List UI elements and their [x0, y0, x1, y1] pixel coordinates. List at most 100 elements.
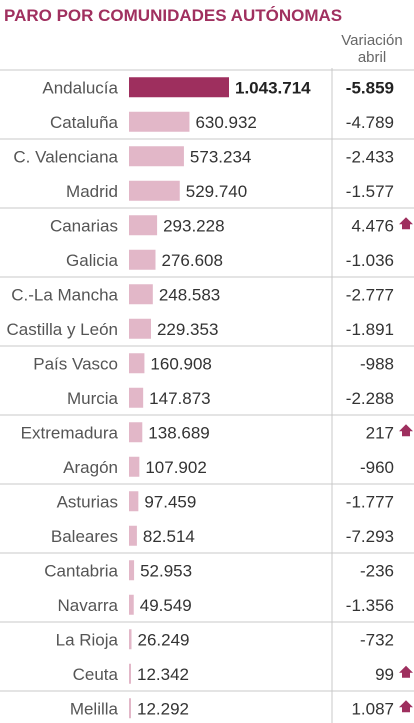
row-navarra: Navarra 49.549 -1.356 — [58, 594, 394, 615]
value-label-melilla: 12.292 — [137, 699, 189, 718]
category-label-cantabria: Cantabria — [44, 561, 118, 580]
row-ceuta: Ceuta 12.342 99 — [73, 663, 413, 684]
value-label-navarra: 49.549 — [140, 596, 192, 615]
value-label-andalucia: 1.043.714 — [235, 78, 311, 97]
bar-galicia — [129, 249, 156, 270]
value-label-canarias: 293.228 — [163, 216, 224, 235]
row-canarias: Canarias 293.228 4.476 — [50, 215, 413, 236]
row-andalucia: Andalucía 1.043.714 -5.859 — [42, 77, 394, 98]
variation-label-castilla-y-leon: -1.891 — [346, 320, 394, 339]
category-label-murcia: Murcia — [67, 389, 119, 408]
variation-label-extremadura: 217 — [366, 423, 394, 442]
bar-canarias — [129, 215, 158, 236]
up-arrow-icon — [399, 217, 413, 230]
row-extremadura: Extremadura 138.689 217 — [21, 422, 413, 443]
variation-header: Variación abril — [334, 32, 410, 66]
variation-label-murcia: -2.288 — [346, 389, 394, 408]
variation-label-c-la-mancha: -2.777 — [346, 285, 394, 304]
variation-label-asturias: -1.777 — [346, 492, 394, 511]
row-asturias: Asturias 97.459 -1.777 — [57, 491, 394, 512]
category-label-andalucia: Andalucía — [42, 78, 118, 97]
value-label-madrid: 529.740 — [186, 182, 247, 201]
bar-cataluna — [129, 111, 190, 132]
bar-melilla — [129, 698, 131, 719]
row-baleares: Baleares 82.514 -7.293 — [51, 525, 394, 546]
category-label-madrid: Madrid — [66, 182, 118, 201]
row-pais-vasco: País Vasco 160.908 -988 — [33, 353, 394, 374]
value-label-aragon: 107.902 — [145, 458, 206, 477]
row-melilla: Melilla 12.292 1.087 — [70, 698, 413, 719]
category-label-cataluna: Cataluña — [50, 113, 119, 132]
variation-label-canarias: 4.476 — [351, 216, 394, 235]
value-label-c-valenciana: 573.234 — [190, 147, 251, 166]
category-label-pais-vasco: País Vasco — [33, 354, 118, 373]
category-label-canarias: Canarias — [50, 216, 118, 235]
row-aragon: Aragón 107.902 -960 — [63, 456, 394, 477]
variation-label-la-rioja: -732 — [360, 630, 394, 649]
variation-label-aragon: -960 — [360, 458, 394, 477]
bar-navarra — [129, 594, 134, 615]
variation-label-cantabria: -236 — [360, 561, 394, 580]
variation-label-navarra: -1.356 — [346, 596, 394, 615]
row-madrid: Madrid 529.740 -1.577 — [66, 180, 394, 201]
bar-c-valenciana — [129, 146, 184, 167]
category-label-extremadura: Extremadura — [21, 423, 119, 442]
variation-label-ceuta: 99 — [375, 665, 394, 684]
variation-label-c-valenciana: -2.433 — [346, 147, 394, 166]
variation-label-pais-vasco: -988 — [360, 354, 394, 373]
category-label-melilla: Melilla — [70, 699, 119, 718]
category-label-c-valenciana: C. Valenciana — [13, 147, 118, 166]
value-label-pais-vasco: 160.908 — [150, 354, 211, 373]
bar-extremadura — [129, 422, 143, 443]
row-castilla-y-leon: Castilla y León 229.353 -1.891 — [6, 318, 394, 339]
row-cataluna: Cataluña 630.932 -4.789 — [50, 111, 394, 132]
value-label-extremadura: 138.689 — [148, 423, 209, 442]
category-label-aragon: Aragón — [63, 458, 118, 477]
variation-label-cataluna: -4.789 — [346, 113, 394, 132]
bar-asturias — [129, 491, 139, 512]
bar-ceuta — [129, 663, 131, 684]
variation-header-line2: abril — [357, 49, 387, 66]
value-label-cantabria: 52.953 — [140, 561, 192, 580]
bar-la-rioja — [129, 629, 132, 650]
row-galicia: Galicia 276.608 -1.036 — [66, 249, 394, 270]
value-label-castilla-y-leon: 229.353 — [157, 320, 218, 339]
up-arrow-icon — [399, 700, 413, 713]
row-c-valenciana: C. Valenciana 573.234 -2.433 — [13, 146, 394, 167]
category-label-ceuta: Ceuta — [73, 665, 119, 684]
value-label-galicia: 276.608 — [162, 251, 223, 270]
value-label-cataluna: 630.932 — [195, 113, 256, 132]
value-label-murcia: 147.873 — [149, 389, 210, 408]
value-label-ceuta: 12.342 — [137, 665, 189, 684]
row-c-la-mancha: C.-La Mancha 248.583 -2.777 — [11, 284, 394, 305]
category-label-navarra: Navarra — [58, 596, 119, 615]
bar-c-la-mancha — [129, 284, 153, 305]
bar-andalucia — [129, 77, 229, 98]
bar-madrid — [129, 180, 180, 201]
category-label-baleares: Baleares — [51, 527, 118, 546]
variation-label-galicia: -1.036 — [346, 251, 394, 270]
category-label-galicia: Galicia — [66, 251, 119, 270]
bar-pais-vasco — [129, 353, 145, 374]
bar-murcia — [129, 387, 144, 408]
row-la-rioja: La Rioja 26.249 -732 — [56, 629, 394, 650]
category-label-asturias: Asturias — [57, 492, 118, 511]
variation-label-melilla: 1.087 — [351, 699, 394, 718]
bar-cantabria — [129, 560, 135, 581]
value-label-asturias: 97.459 — [144, 492, 196, 511]
up-arrow-icon — [399, 424, 413, 437]
bar-baleares — [129, 525, 137, 546]
value-label-c-la-mancha: 248.583 — [159, 285, 220, 304]
bar-aragon — [129, 456, 140, 477]
variation-label-madrid: -1.577 — [346, 182, 394, 201]
variation-header-line1: Variación — [341, 32, 403, 49]
category-label-la-rioja: La Rioja — [56, 630, 119, 649]
category-label-c-la-mancha: C.-La Mancha — [11, 285, 118, 304]
value-label-la-rioja: 26.249 — [138, 630, 190, 649]
value-label-baleares: 82.514 — [143, 527, 195, 546]
variation-label-andalucia: -5.859 — [346, 78, 394, 97]
category-label-castilla-y-leon: Castilla y León — [6, 320, 118, 339]
chart-title: PARO POR COMUNIDADES AUTÓNOMAS — [4, 6, 343, 25]
up-arrow-icon — [399, 665, 413, 678]
